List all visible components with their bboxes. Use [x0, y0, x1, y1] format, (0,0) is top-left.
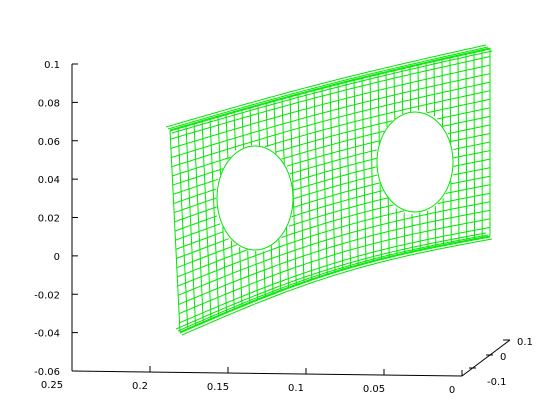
y-tick-label: 0: [500, 352, 506, 363]
mesh-line-transverse: [377, 73, 382, 259]
mesh-line-longitudinal: [177, 192, 491, 287]
mesh-line-transverse: [273, 100, 282, 291]
mesh-line-longitudinal: [176, 167, 491, 259]
mesh-line-transverse: [289, 95, 297, 285]
mesh-line-transverse: [393, 69, 398, 255]
mesh-line-transverse: [281, 98, 289, 288]
mesh-surface: [165, 44, 493, 336]
mesh-line-transverse: [169, 129, 181, 333]
y-axis-line: [461, 339, 511, 377]
mesh-line-transverse: [353, 79, 359, 265]
mesh-line-transverse: [313, 89, 320, 277]
axes: 0.1 0.08 0.06 0.04 0.02 0 -0.02 -0.04 -0.06 0.25 0…: [34, 60, 533, 396]
mesh-line-longitudinal: [179, 235, 491, 333]
z-tick-label: 0.04: [38, 175, 60, 186]
mesh-line-transverse: [433, 60, 437, 247]
mesh-line-transverse: [409, 66, 413, 252]
mesh-line-transverse: [449, 56, 452, 244]
z-tick-label: 0.06: [38, 137, 60, 148]
mesh-line-transverse: [385, 71, 390, 257]
mesh-flange-line: [169, 48, 491, 132]
x-tick-label: 0: [449, 385, 455, 396]
y-tick-label: 0.1: [517, 337, 533, 348]
mesh-line-transverse: [297, 93, 305, 282]
mesh-line-transverse: [217, 116, 227, 312]
mesh-line-transverse: [329, 85, 336, 272]
z-tick-label: -0.06: [34, 367, 60, 378]
mesh-line-transverse: [209, 118, 220, 316]
mesh-flange-line: [181, 238, 493, 336]
z-tick-label: -0.04: [34, 329, 60, 340]
y-tick-label: -0.1: [487, 377, 507, 388]
mesh-line-transverse: [361, 77, 367, 263]
mesh-line-longitudinal: [174, 133, 491, 223]
mesh-flange-line: [179, 236, 491, 334]
mesh-line-transverse: [233, 111, 243, 306]
x-tick-label: 0.05: [363, 384, 385, 395]
mesh-hole-outline: [376, 111, 454, 213]
mesh-line-transverse: [225, 113, 235, 309]
x-tick-label: 0.25: [41, 380, 63, 391]
mesh-line-transverse: [193, 122, 204, 322]
mesh-line-transverse: [369, 75, 375, 261]
mesh-line-transverse: [457, 55, 460, 242]
x-tick-label: 0.15: [207, 382, 229, 393]
mesh-line-transverse: [417, 64, 421, 250]
x-tick-label: 0.1: [288, 383, 304, 394]
mesh-hole-outline: [216, 145, 294, 251]
mesh-line-transverse: [257, 104, 266, 297]
z-tick-label: 0.02: [38, 214, 60, 225]
z-tick-label: 0.1: [44, 60, 60, 71]
mesh-line-longitudinal: [173, 124, 491, 214]
mesh-line-transverse: [473, 51, 475, 239]
mesh-line-longitudinal: [174, 141, 491, 232]
mesh-flange-line: [177, 234, 489, 332]
mesh-line-transverse: [241, 109, 251, 303]
mesh-line-longitudinal: [172, 90, 491, 177]
mesh-line-transverse: [441, 58, 444, 245]
mesh-line-transverse: [321, 87, 328, 274]
z-tick-label: -0.02: [34, 290, 60, 301]
x-tick-label: 0.2: [132, 381, 148, 392]
mesh-line-transverse: [425, 62, 429, 248]
z-tick-label: 0.08: [38, 98, 60, 109]
mesh-flange-line: [165, 44, 487, 128]
mesh-line-transverse: [345, 81, 351, 267]
mesh-line-transverse: [249, 106, 258, 300]
mesh-flange-line: [175, 232, 487, 330]
mesh-line-longitudinal: [176, 175, 491, 269]
mesh-line-transverse: [465, 53, 468, 241]
mesh-line-transverse: [201, 120, 212, 319]
mesh-line-transverse: [177, 127, 189, 329]
x-axis-line: [71, 370, 463, 377]
mesh-line-transverse: [265, 102, 274, 294]
mesh-flange-line: [171, 50, 493, 134]
mesh-line-transverse: [337, 83, 344, 270]
mesh-flange-line: [167, 46, 489, 130]
mesh-line-transverse: [401, 67, 406, 253]
z-tick-label: 0: [54, 252, 60, 263]
mesh-line-transverse: [185, 125, 196, 326]
mesh-line-transverse: [305, 91, 313, 280]
